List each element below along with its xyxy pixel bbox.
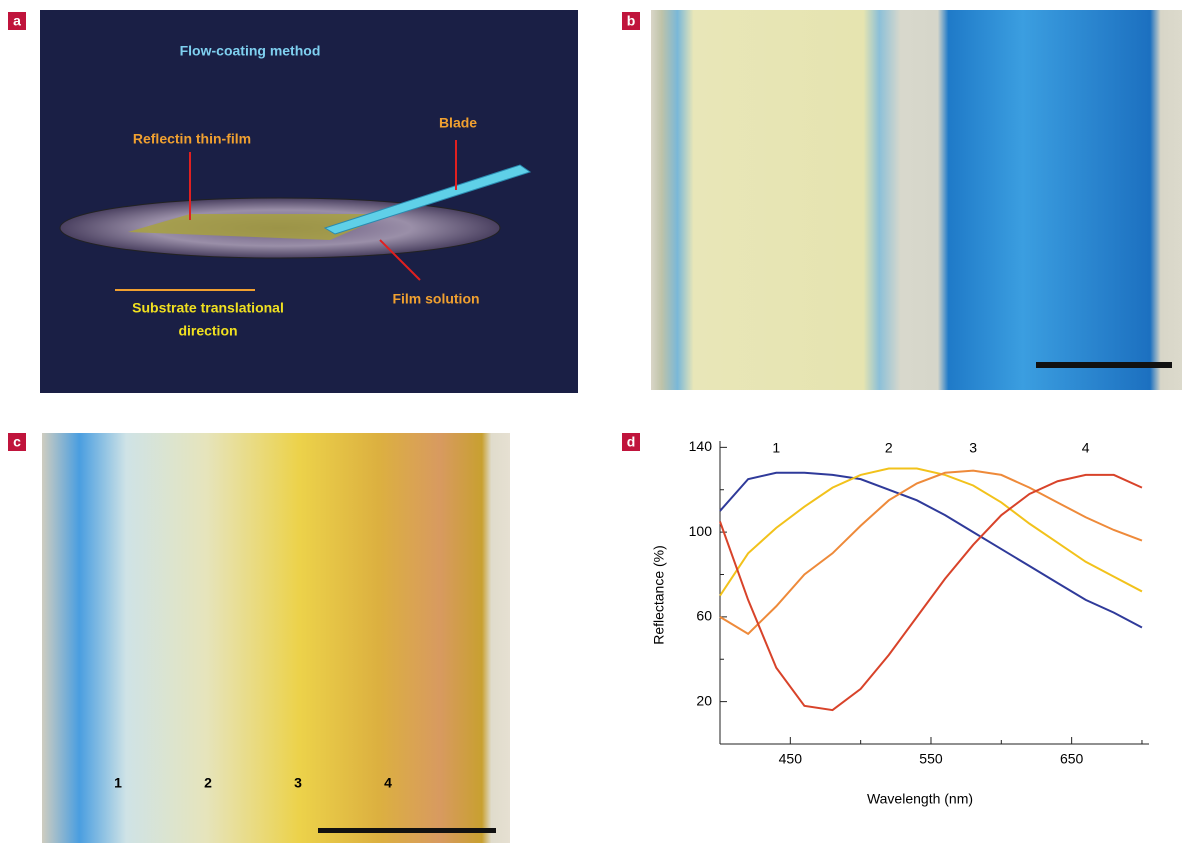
photo-b <box>651 10 1182 390</box>
series-line <box>720 473 1142 628</box>
series-label: 2 <box>885 440 893 456</box>
y-tick-label: 20 <box>696 692 712 708</box>
region-label: 1 <box>114 775 122 791</box>
chart: Wavelength (nm) Reflectance (%) 20 60 100 1… <box>651 438 1149 807</box>
figure: Flow-coating method Reflectin thin-film … <box>0 0 1182 843</box>
photo-c <box>42 433 510 843</box>
scale-bar <box>318 828 496 833</box>
series-label: 3 <box>969 440 977 456</box>
panel-letter: b <box>627 13 636 29</box>
label: direction <box>178 323 237 339</box>
x-tick-label: 450 <box>779 751 803 767</box>
series-line <box>720 471 1142 634</box>
region-label: 3 <box>294 775 302 791</box>
region-label: 2 <box>204 775 212 791</box>
y-tick-label: 60 <box>696 608 712 624</box>
panel-letter: c <box>13 434 21 450</box>
label: Reflectin thin-film <box>133 131 251 147</box>
y-axis-title: Reflectance (%) <box>651 545 667 645</box>
series-line <box>720 475 1142 710</box>
series-label: 4 <box>1082 440 1090 456</box>
scale-bar <box>1036 362 1172 368</box>
label: Film solution <box>392 291 479 307</box>
label: Blade <box>439 115 477 131</box>
y-tick-label: 140 <box>689 438 713 454</box>
label: Substrate translational <box>132 300 284 316</box>
region-label: 4 <box>384 775 392 791</box>
x-tick-label: 650 <box>1060 751 1084 767</box>
panel-letter: a <box>13 13 21 29</box>
x-tick-label: 550 <box>919 751 943 767</box>
panel-letter: d <box>627 434 636 450</box>
panel-title: Flow-coating method <box>180 43 321 59</box>
x-axis-title: Wavelength (nm) <box>867 791 973 807</box>
series-line <box>720 469 1142 596</box>
y-tick-label: 100 <box>689 523 713 539</box>
panel-a: Flow-coating method Reflectin thin-film … <box>40 10 578 393</box>
series-label: 1 <box>772 440 780 456</box>
